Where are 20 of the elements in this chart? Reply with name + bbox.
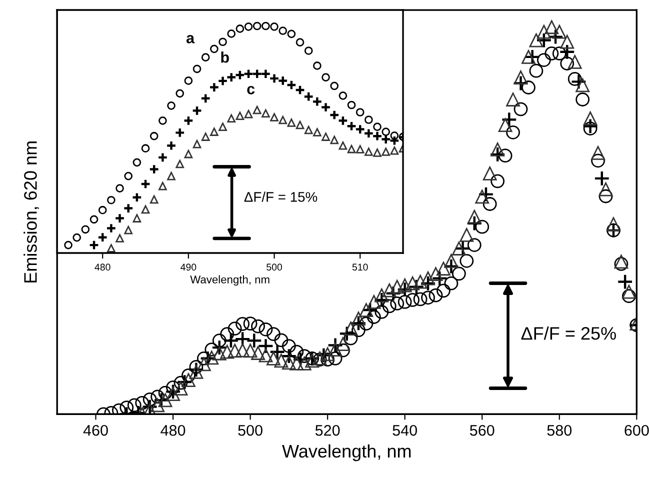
- x-tick-label: 480: [94, 264, 110, 271]
- x-tick-label: 500: [266, 264, 282, 271]
- annotation: ΔF/F = 25%: [521, 326, 616, 340]
- x-tick-label: 520: [315, 424, 340, 436]
- x-tick-label: 580: [547, 424, 572, 436]
- x-tick-label: 490: [180, 264, 196, 271]
- annotation: b: [221, 52, 229, 63]
- annotation: a: [186, 34, 195, 44]
- x-axis-title: Wavelength, nm: [282, 444, 411, 462]
- annotation: ΔF/F = 15%: [244, 192, 318, 202]
- x-tick-label: 510: [352, 264, 368, 271]
- y-axis-title: Emission, 620 nm: [24, 142, 40, 282]
- x-tick-label: 540: [392, 424, 417, 436]
- x-axis-title: Wavelength, nm: [190, 275, 270, 286]
- annotation: c: [247, 86, 255, 94]
- x-tick-label: 460: [83, 424, 108, 436]
- x-tick-label: 480: [160, 424, 186, 436]
- x-tick-label: 500: [238, 424, 262, 436]
- x-tick-label: 560: [470, 424, 494, 436]
- x-tick-label: 600: [624, 424, 649, 436]
